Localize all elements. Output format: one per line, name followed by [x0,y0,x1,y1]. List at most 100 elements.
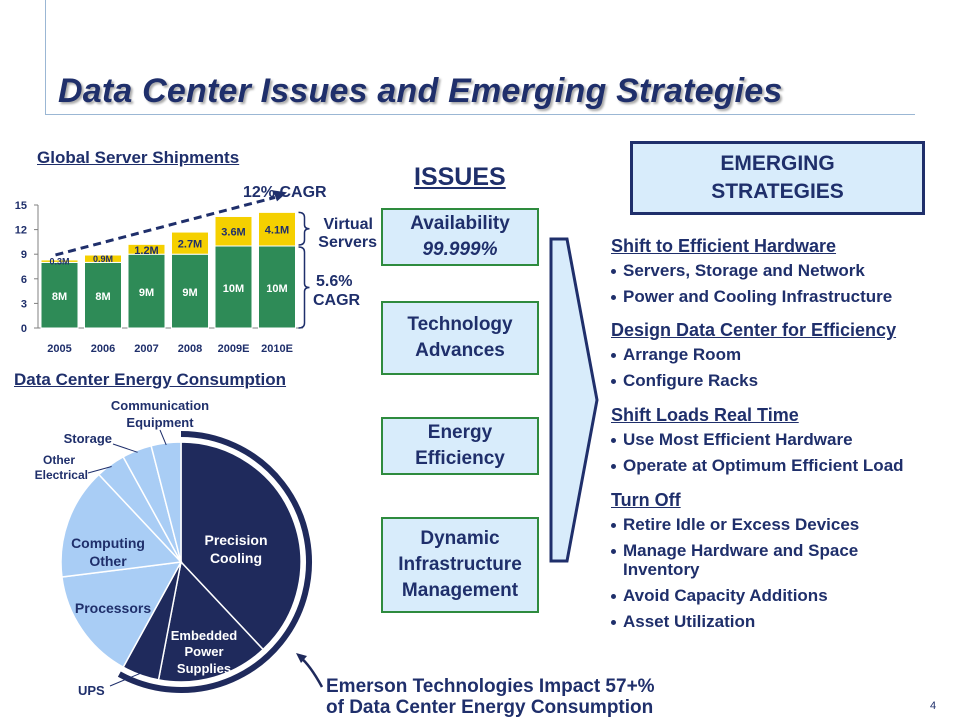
computing-label-line2: Other [89,553,127,569]
cagr-arrowhead [273,190,287,202]
virtual-label-line2: Servers [318,234,377,251]
shipments-heading: Global Server Shipments [37,148,240,167]
base-cagr-line1: 5.6% [316,273,352,290]
strategies-heading-line1: EMERGING [720,152,835,175]
communication-label-line1: Communication [111,398,209,413]
strategy-item: Servers, Storage and Network [611,261,951,280]
y-tick-label: 3 [21,298,27,310]
strategy-group-title: Shift Loads Real Time [611,405,799,425]
bar-physical-label: 8M [95,291,110,303]
bar-physical [84,261,122,329]
y-tick-label: 6 [21,274,27,286]
x-tick-label: 2005 [47,343,71,355]
precision-label-line2: Cooling [210,550,262,566]
embedded-label-line3: Supplies [177,661,231,676]
strategy-item: Use Most Efficient Hardware [611,430,951,449]
embedded-label-line1: Embedded [171,628,238,643]
bar-virtual [40,259,79,263]
bar-physical [40,261,79,329]
strategy-group-turnoff: Turn Off Retire Idle or Excess Devices M… [611,490,951,638]
other-electrical-label-line2: Electrical [35,468,88,482]
strategy-group-title: Design Data Center for Efficiency [611,320,897,340]
server-shipments-chart: 0 3 6 9 12 15 8M 0.3M 2005 8M 0.9M 2006 9M 1.2M 2007 9M… [15,184,377,355]
y-tick-label: 12 [15,225,27,237]
bar-physical [127,253,166,329]
cagr-trend-line [55,195,276,257]
impact-ring [117,431,312,693]
y-tick-label: 9 [21,249,27,261]
slice-communication [150,441,182,563]
issue-dynamic-line3: Management [401,580,519,601]
computing-label-line1: Computing [71,535,145,551]
strategy-item: Arrange Room [611,345,951,364]
strategy-item: Configure Racks [611,371,951,390]
virtual-label-line1: Virtual [324,216,374,233]
base-cagr-line2: CAGR [313,292,361,309]
other-electrical-leader [87,466,112,474]
bar-virtual [127,243,166,255]
bar-virtual-label: 0.9M [93,254,113,264]
processors-label: Processors [75,600,151,616]
strategy-group-title: Shift to Efficient Hardware [611,236,837,256]
slice-computing-other [60,473,183,578]
embedded-label-line2: Power [184,644,223,659]
issue-availability: Availability 99.999% [381,208,539,266]
bar-physical-label: 9M [139,287,154,299]
strategy-item: Asset Utilization [611,612,951,631]
cagr-top-label: 12% CAGR [243,184,327,201]
impact-footnote: Emerson Technologies Impact 57+% of Data… [326,676,746,718]
bar-physical [214,245,253,329]
energy-heading: Data Center Energy Consumption [14,370,287,389]
chevron-arrow-icon [549,237,599,563]
strategy-item: Power and Cooling Infrastructure [611,287,951,306]
strategies-heading-line2: STRATEGIES [711,180,844,203]
precision-label-line1: Precision [204,532,267,548]
strategy-group-title: Turn Off [611,490,681,510]
strategy-item: Retire Idle or Excess Devices [611,515,951,534]
bar-physical-label: 10M [266,283,287,295]
issue-technology-line2: Advances [415,340,505,361]
impact-footnote-line2: of Data Center Energy Consumption [326,697,654,718]
issue-dynamic-line1: Dynamic [420,528,500,549]
slice-embedded-power [157,560,265,683]
storage-label: Storage [64,431,112,446]
slide-title: Data Center Issues and Emerging Strategi… [58,72,783,110]
strategies-heading-box: EMERGING STRATEGIES [630,141,925,215]
x-tick-label: 2007 [134,343,158,355]
issue-availability-value: 99.999% [422,239,498,260]
bar-virtual-label: 2.7M [178,239,202,251]
virtual-brace [298,211,310,246]
bar-virtual-label: 1.2M [134,245,158,257]
physical-brace [298,246,310,329]
y-tick-label: 15 [15,200,27,212]
issue-technology: Technology Advances [381,301,539,375]
impact-pointer-line [299,656,324,688]
communication-leader [159,429,167,446]
bar-virtual-label: 3.6M [221,227,245,239]
bar-physical-label: 10M [223,283,244,295]
bar-virtual [214,215,253,247]
page-number: 4 [930,700,937,712]
slice-precision-cooling [180,441,302,651]
issues-heading: ISSUES [414,163,506,191]
issue-dynamic: Dynamic Infrastructure Management [381,517,539,613]
strategy-item: Operate at Optimum Efficient Load [611,456,951,475]
bar-virtual-label: 0.3M [49,257,69,267]
impact-footnote-line1: Emerson Technologies Impact 57+% [326,676,655,697]
other-electrical-label-line1: Other [43,453,75,467]
issue-energy-line1: Energy [427,422,493,443]
communication-label-line2: Equipment [126,415,194,430]
slice-processors [61,561,183,669]
issue-availability-title: Availability [410,213,510,234]
title-vertical-rule [45,0,46,115]
ups-leader [109,672,142,687]
bar-physical [171,253,209,329]
bar-physical-label: 8M [52,291,67,303]
x-tick-label: 2010E [261,343,293,355]
bar-virtual-label: 4.1M [265,225,289,237]
title-underline-rule [45,114,915,115]
strategy-group-loads: Shift Loads Real Time Use Most Efficient… [611,405,951,482]
bar-physical-label: 9M [182,287,197,299]
bar-virtual [258,211,296,247]
